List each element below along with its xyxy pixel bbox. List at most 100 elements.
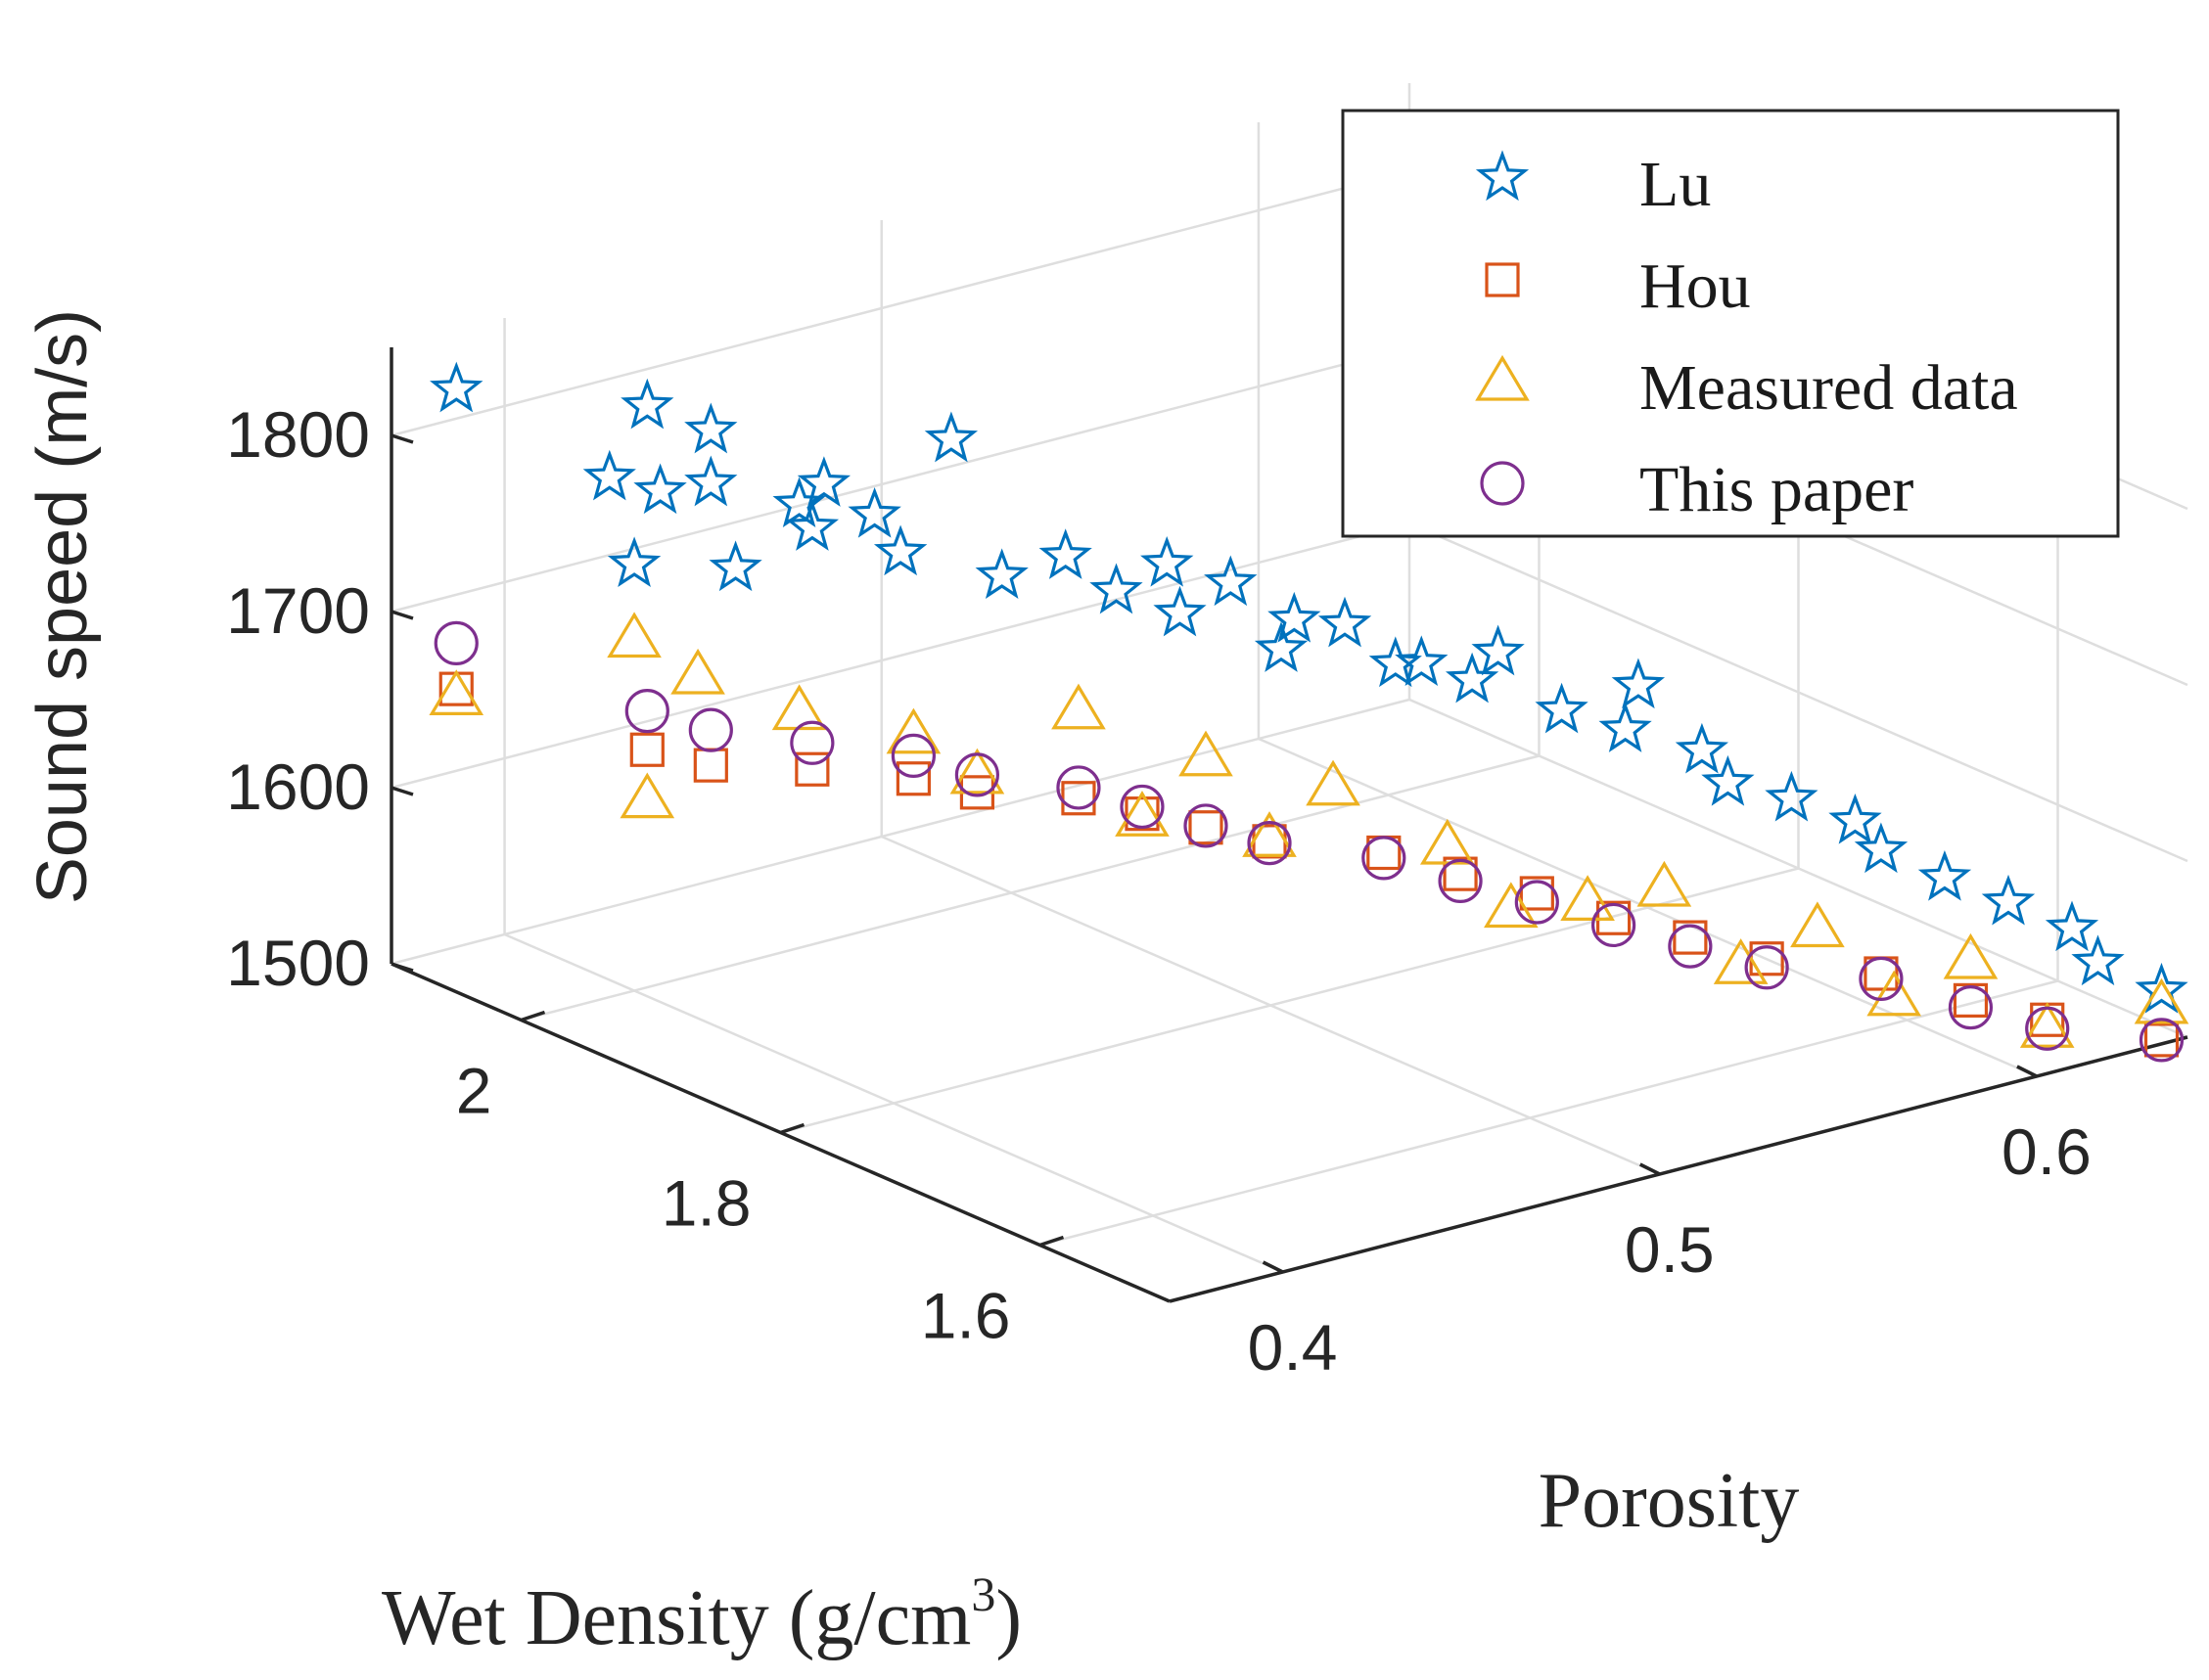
point-lu-9	[848, 486, 901, 538]
x-axis-title-sup: 3	[971, 1566, 995, 1621]
legend-markers	[1475, 150, 1530, 506]
point-hou-8	[1188, 810, 1223, 845]
point-lu-14	[975, 548, 1029, 599]
point-lu-26	[1471, 624, 1525, 676]
point-measured-data-7	[1051, 683, 1106, 730]
point-lu-0	[430, 361, 483, 413]
legend-marker-this-paper	[1480, 461, 1525, 506]
y-tick-2	[2016, 1065, 2038, 1078]
point-lu-11	[709, 540, 762, 592]
x-tick-label-1: 1.8	[662, 1167, 752, 1240]
point-measured-data-9	[1178, 730, 1233, 777]
point-this-paper-18	[2025, 1006, 2070, 1051]
y-tick-label-2: 0.6	[2002, 1115, 2092, 1188]
point-lu-2	[684, 402, 738, 454]
point-this-paper-4	[891, 733, 936, 778]
point-lu-22	[1317, 596, 1372, 648]
point-hou-12	[1519, 876, 1554, 911]
point-hou-14	[1673, 920, 1708, 955]
legend-label-lu: Lu	[1639, 149, 1711, 220]
point-lu-31	[1701, 754, 1755, 806]
z-tick-label-1: 1600	[226, 750, 370, 823]
point-lu-12	[607, 536, 662, 588]
floor-grid-density-2	[521, 754, 1540, 1022]
point-hou-6	[1061, 781, 1096, 816]
point-measured-data-2	[670, 648, 725, 695]
x-tick-label-0: 2	[456, 1055, 492, 1127]
legend-box	[1341, 109, 2120, 538]
legend: Lu Hou Measured data This paper	[1341, 109, 2120, 538]
z-tick-0	[391, 962, 414, 973]
point-measured-data-20	[2019, 1002, 2075, 1048]
floor-grid-density-0	[1039, 979, 2058, 1247]
point-this-paper-9	[1247, 821, 1292, 866]
point-lu-18	[1153, 585, 1207, 637]
point-this-paper-10	[1361, 836, 1406, 881]
x-tick-0	[520, 1010, 546, 1022]
point-lu-27	[1535, 682, 1588, 734]
point-hou-2	[693, 748, 728, 783]
point-lu-17	[1140, 535, 1194, 587]
z-tick-1	[391, 786, 414, 796]
point-lu-35	[1917, 849, 1972, 901]
x-axis-title: Wet Density (g/cm3)	[382, 1566, 1022, 1661]
y-axis-line	[1169, 1035, 2188, 1303]
point-lu-21	[1254, 621, 1309, 672]
point-hou-3	[795, 751, 830, 787]
axes	[390, 347, 2188, 1303]
y-axis-title: Porosity	[1539, 1458, 1800, 1544]
point-measured-data-16	[1713, 938, 1769, 984]
point-hou-4	[896, 761, 931, 796]
point-this-paper-1	[624, 689, 669, 734]
point-hou-1	[629, 732, 665, 767]
x-tick-2	[1038, 1235, 1065, 1248]
x-tick-label-2: 1.6	[921, 1280, 1011, 1352]
point-this-paper-15	[1744, 945, 1789, 990]
point-measured-data-14	[1560, 875, 1615, 921]
point-this-paper-13	[1591, 902, 1636, 948]
point-measured-data-3	[620, 772, 675, 819]
data-points	[429, 361, 2189, 1063]
x-axis-title-main: Wet Density (g/cm	[382, 1575, 971, 1661]
point-lu-5	[684, 455, 738, 507]
point-lu-24	[1395, 635, 1449, 686]
point-measured-data-21	[2134, 977, 2189, 1024]
series-measured-data	[429, 612, 2189, 1048]
point-lu-8	[797, 456, 851, 507]
legend-label-measured-data: Measured data	[1639, 352, 2018, 424]
speed-grid-0	[391, 698, 2188, 1039]
point-lu-39	[2135, 962, 2188, 1014]
point-measured-data-8	[1115, 791, 1170, 837]
point-measured-data-0	[429, 669, 484, 715]
point-lu-28	[1598, 702, 1652, 752]
point-measured-data-6	[949, 748, 1005, 795]
series-lu	[430, 361, 2188, 1014]
x-tick-1	[779, 1122, 805, 1135]
z-tick-label-3: 1800	[226, 398, 370, 471]
z-tick-labels: 1500 1600 1700 1800	[226, 398, 370, 999]
z-tick-2	[391, 610, 414, 620]
speed-grid-1	[391, 522, 2188, 863]
point-this-paper-11	[1438, 858, 1483, 903]
point-measured-data-13	[1484, 882, 1539, 929]
series-hou	[438, 671, 2180, 1058]
point-lu-7	[785, 500, 840, 551]
point-this-paper-3	[790, 720, 835, 765]
point-this-paper-5	[954, 752, 1000, 797]
point-measured-data-19	[1943, 932, 1999, 979]
legend-label-this-paper: This paper	[1639, 454, 1913, 525]
point-lu-16	[1089, 563, 1143, 614]
point-this-paper-0	[434, 620, 479, 665]
floor-grid-porosity-1	[881, 835, 1661, 1176]
series-this-paper	[434, 620, 2185, 1063]
point-this-paper-17	[1948, 984, 1994, 1030]
point-lu-32	[1765, 770, 1818, 822]
z-axis-title: Sound speed (m/s)	[23, 309, 102, 904]
y-tick-label-0: 0.4	[1248, 1311, 1338, 1384]
point-this-paper-12	[1514, 880, 1559, 925]
legend-marker-hou	[1485, 262, 1520, 297]
point-lu-38	[2071, 934, 2125, 986]
point-this-paper-2	[688, 707, 733, 752]
z-tick-label-0: 1500	[226, 927, 370, 999]
x-axis-title-end: )	[995, 1575, 1022, 1661]
